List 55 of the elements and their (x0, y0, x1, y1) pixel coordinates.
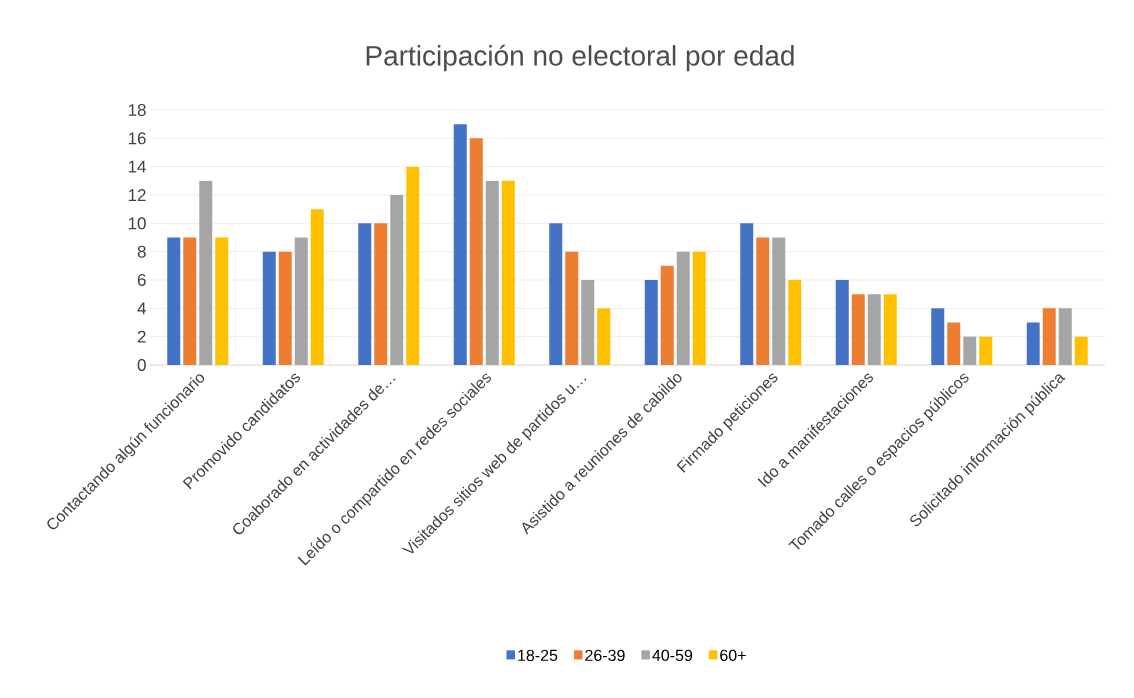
y-tick-label: 0 (137, 358, 146, 372)
bar (406, 166, 420, 365)
chart-title: Participación no electoral por edad (366, 44, 794, 72)
bar (1058, 308, 1072, 365)
bar (597, 308, 611, 365)
bar (501, 180, 515, 365)
y-tick-label: 4 (137, 302, 146, 315)
bar (740, 223, 754, 365)
bar (644, 279, 658, 365)
bar (549, 223, 563, 365)
y-tick-label: 10 (128, 217, 146, 230)
bar (469, 138, 483, 365)
bar (215, 237, 229, 365)
legend-label: 40-59 (652, 649, 693, 662)
bar (788, 279, 802, 365)
bar (390, 194, 404, 365)
bar (294, 237, 308, 365)
bar (358, 223, 372, 365)
bar (979, 336, 993, 365)
bar (692, 251, 706, 365)
bar (676, 251, 690, 365)
bar (453, 124, 467, 365)
y-tick-label: 18 (128, 103, 146, 117)
bar (772, 237, 786, 365)
bar (374, 223, 388, 365)
bar (167, 237, 181, 365)
y-tick-label: 2 (137, 330, 146, 343)
bar (262, 251, 276, 365)
y-tick-label: 6 (137, 273, 146, 287)
bar (310, 209, 324, 365)
legend-label: 60+ (720, 649, 746, 662)
bar (660, 265, 674, 365)
bar (581, 279, 595, 365)
y-tick-label: 12 (128, 189, 146, 201)
bar (947, 322, 961, 365)
bar (183, 237, 197, 365)
bar (565, 251, 579, 365)
bar (278, 251, 292, 365)
bar (1074, 336, 1088, 365)
bar (485, 180, 499, 365)
bar (199, 180, 213, 365)
bar (867, 294, 881, 365)
legend-label: 26-39 (585, 649, 625, 662)
bar (835, 279, 849, 365)
bar (931, 308, 945, 365)
bar (963, 336, 977, 365)
bar (851, 294, 865, 365)
y-tick-label: 16 (128, 132, 146, 145)
bar (883, 294, 897, 365)
bar (756, 237, 770, 365)
legend-label: 18-25 (518, 649, 558, 662)
y-tick-label: 14 (128, 160, 146, 173)
y-tick-label: 8 (137, 245, 146, 258)
bar (1026, 322, 1040, 365)
bar (1042, 308, 1056, 365)
